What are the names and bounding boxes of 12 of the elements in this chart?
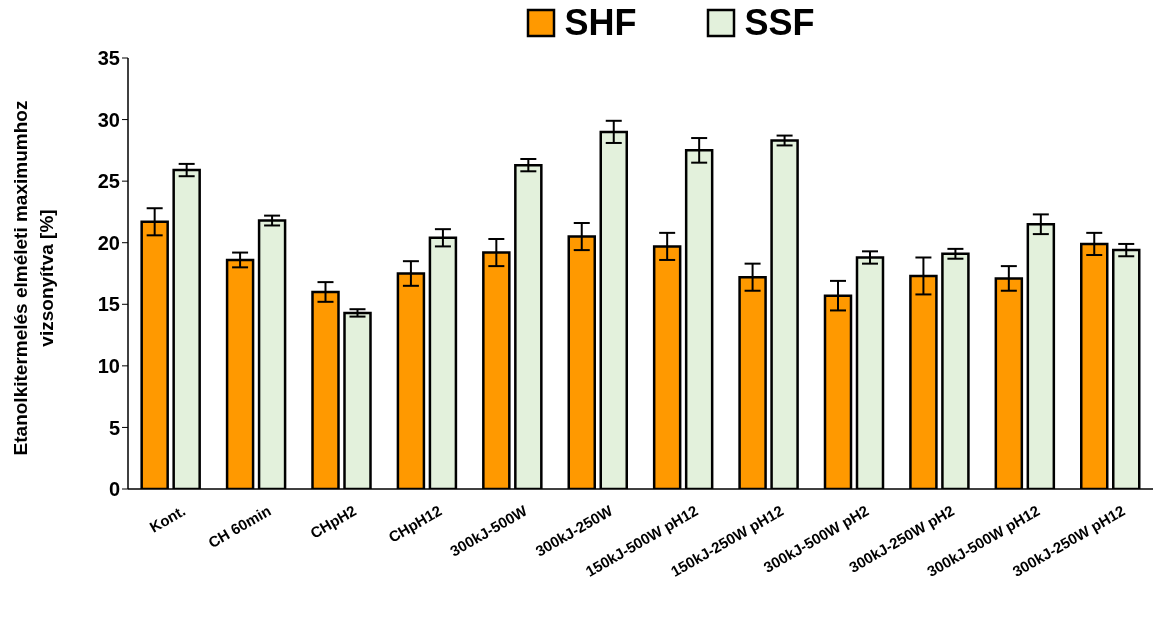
y-tick-label: 15: [97, 293, 120, 316]
y-tick-label: 30: [97, 108, 120, 131]
y-tick-label: 10: [97, 354, 120, 377]
y-tick-label: 20: [97, 231, 120, 254]
y-tick-label: 0: [108, 478, 120, 501]
x-tick-label: Kont.: [146, 501, 189, 536]
y-tick-label: 5: [108, 416, 120, 439]
y-axis-title: Etanolkitermelés elméleti maximumhoz vizsonyítva [%]: [9, 99, 58, 458]
legend-label: SSF: [744, 2, 815, 44]
legend-label: SHF: [564, 2, 637, 44]
y-tick-label: 25: [97, 170, 120, 193]
y-tick-label: 35: [97, 47, 120, 70]
